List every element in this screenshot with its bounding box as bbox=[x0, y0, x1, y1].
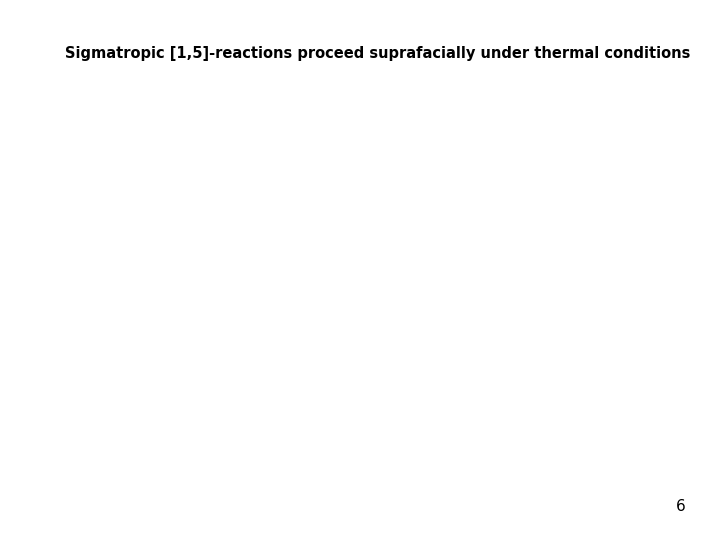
Text: Sigmatropic [1,5]-reactions proceed suprafacially under thermal conditions: Sigmatropic [1,5]-reactions proceed supr… bbox=[65, 46, 690, 61]
Text: 6: 6 bbox=[675, 499, 685, 514]
